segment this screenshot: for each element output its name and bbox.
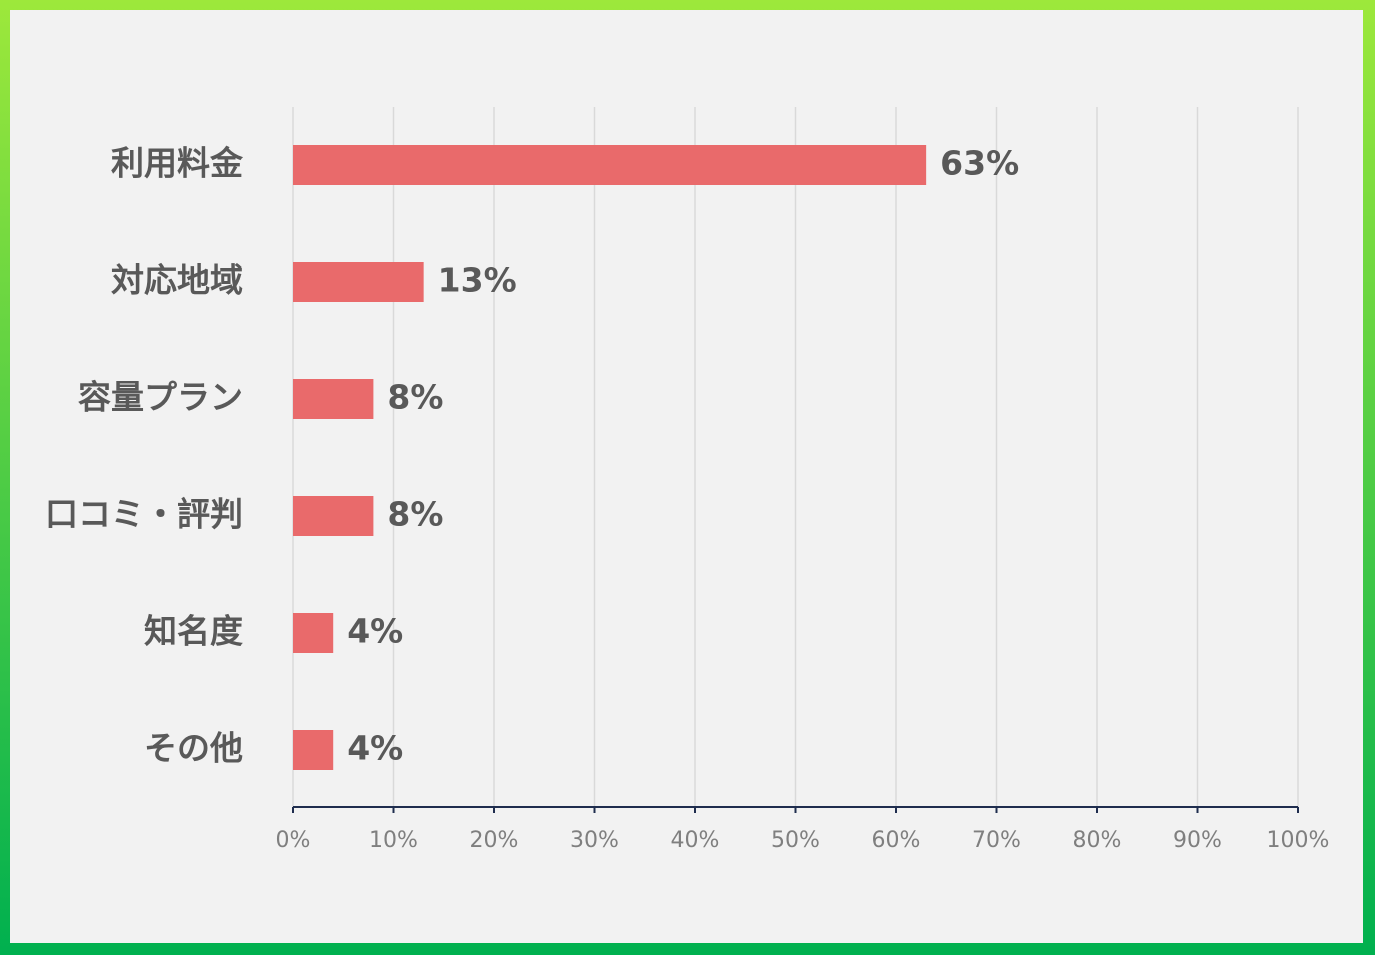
category-label: 利用料金 (111, 144, 244, 183)
x-tick-label: 40% (671, 828, 720, 853)
x-tick-label: 30% (570, 828, 619, 853)
data-label: 63% (940, 144, 1019, 183)
data-label: 8% (387, 495, 443, 534)
x-tick-label: 60% (872, 828, 921, 853)
x-tick-label: 10% (369, 828, 418, 853)
category-label: 知名度 (144, 612, 243, 651)
x-tick-label: 90% (1173, 828, 1222, 853)
x-tick-label: 20% (470, 828, 519, 853)
data-label: 13% (438, 261, 517, 300)
category-label: 口コミ・評判 (45, 495, 243, 534)
bar (293, 145, 927, 185)
bar (293, 496, 374, 536)
x-tick-label: 100% (1267, 828, 1330, 853)
x-tick-label: 50% (771, 828, 820, 853)
bar (293, 730, 334, 770)
data-label: 4% (347, 612, 403, 651)
bar (293, 613, 334, 653)
category-label: その他 (144, 729, 243, 768)
data-label: 8% (387, 378, 443, 417)
bar (293, 262, 424, 302)
x-tick-label: 0% (276, 828, 311, 853)
x-tick-label: 80% (1073, 828, 1122, 853)
category-label: 対応地域 (111, 261, 243, 300)
x-tick-label: 70% (972, 828, 1021, 853)
category-label: 容量プラン (78, 378, 243, 417)
data-label: 4% (347, 729, 403, 768)
bar (293, 379, 374, 419)
